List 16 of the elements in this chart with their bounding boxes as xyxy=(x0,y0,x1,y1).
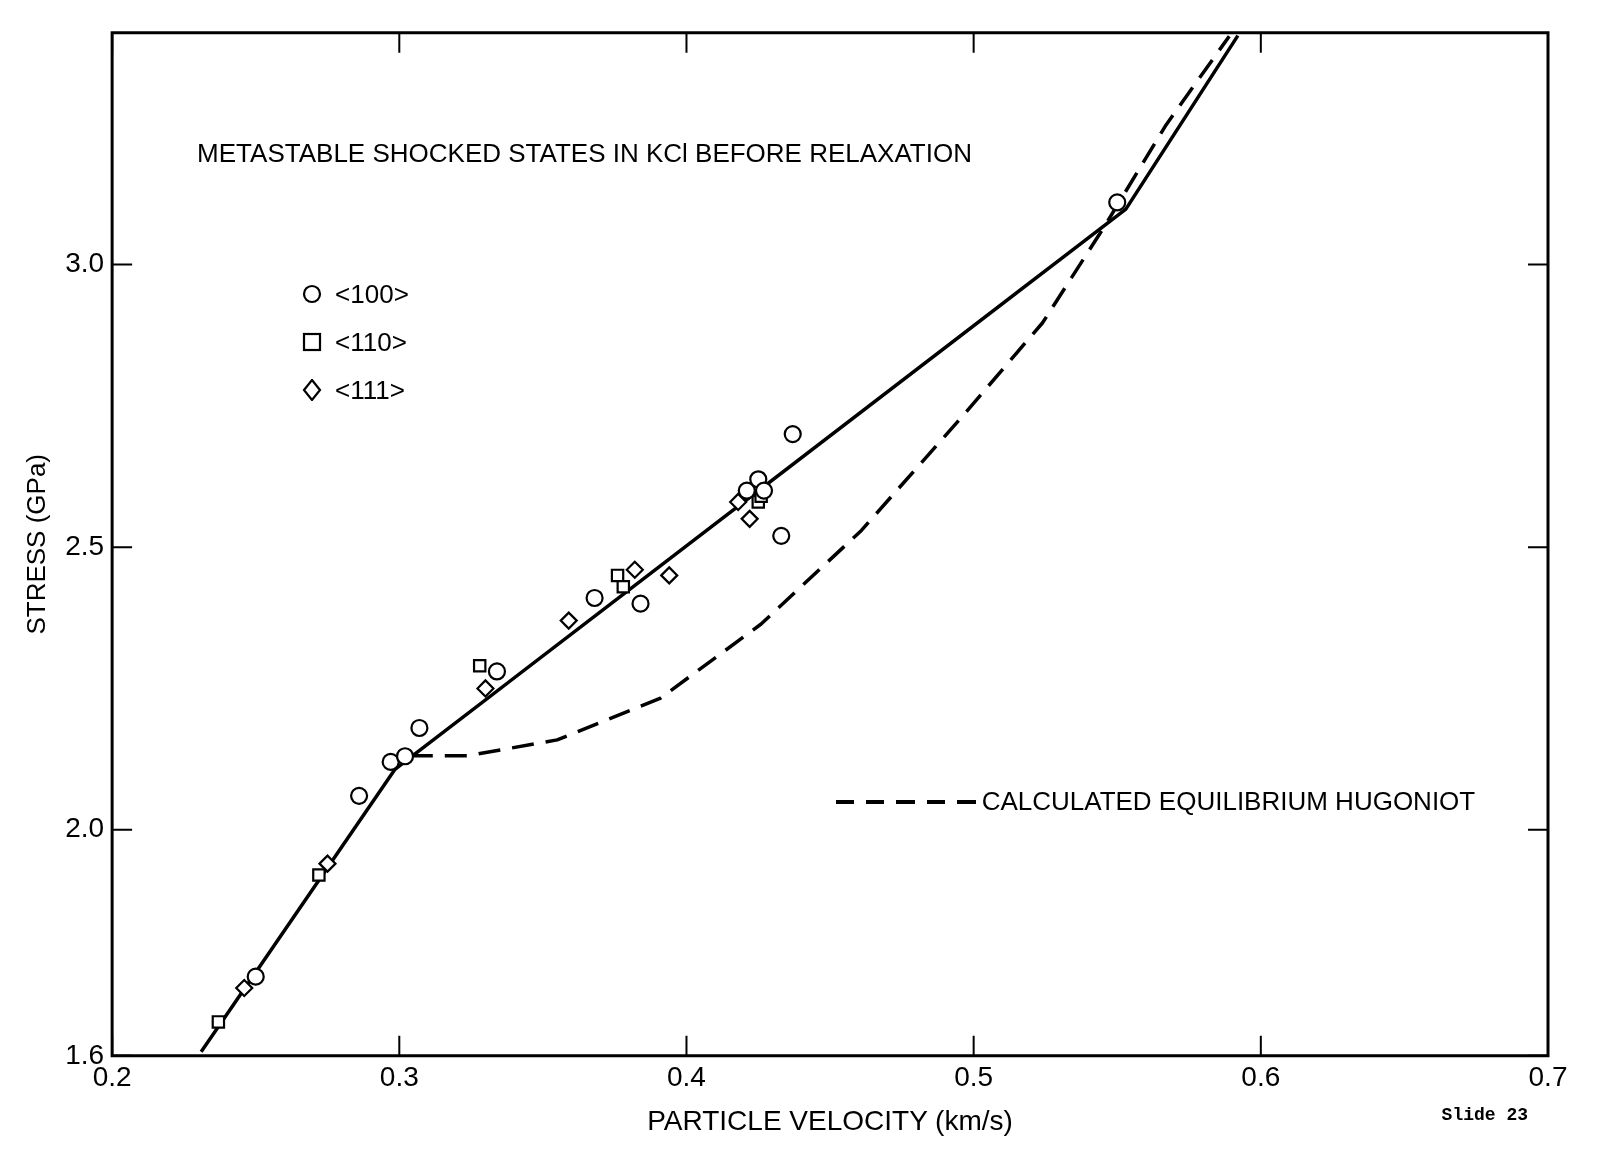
x-tick-label: 0.7 xyxy=(1528,1061,1568,1093)
text: METASTABLE SHOCKED STATES IN KCl BEFORE RELAXATION xyxy=(197,137,972,168)
y-tick-label: 2.5 xyxy=(65,529,105,561)
legend-label: <111> xyxy=(335,374,405,406)
legend-label: <100> xyxy=(335,278,409,310)
legend-label: <110> xyxy=(335,326,407,358)
y-tick-label: 2.0 xyxy=(65,812,105,844)
x-tick-label: 0.5 xyxy=(954,1061,994,1093)
x-tick-label: 0.3 xyxy=(379,1061,419,1093)
y-tick-label: 3.0 xyxy=(65,247,105,279)
x-tick-label: 0.4 xyxy=(667,1061,706,1093)
x-axis-title: PARTICLE VELOCITY (km/s) xyxy=(647,1104,1013,1136)
legend-label: CALCULATED EQUILIBRIUM HUGONIOT xyxy=(981,786,1476,818)
x-tick-label: 0.6 xyxy=(1241,1061,1281,1093)
y-axis-title: STRESS (GPa) xyxy=(20,454,51,635)
text: Slide 23 xyxy=(1441,1105,1528,1126)
